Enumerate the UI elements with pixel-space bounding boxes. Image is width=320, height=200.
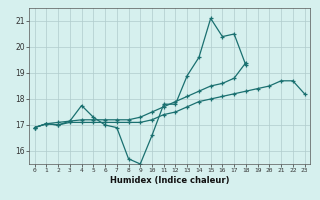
X-axis label: Humidex (Indice chaleur): Humidex (Indice chaleur) (110, 176, 229, 185)
